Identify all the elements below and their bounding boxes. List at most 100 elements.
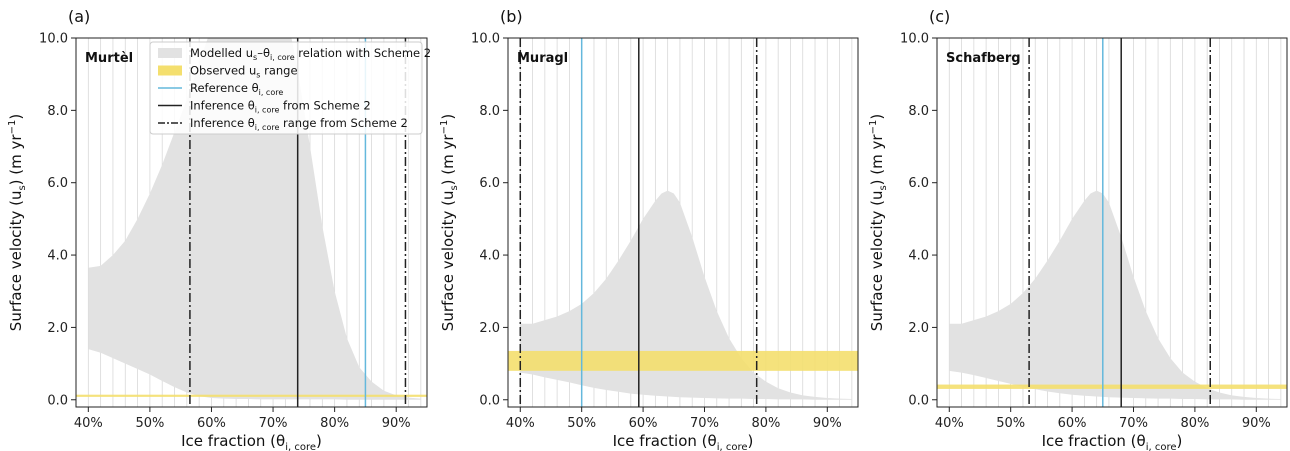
x-axis-label: Ice fraction (θi, core) [613,432,754,451]
x-tick-label: 60% [629,416,658,431]
y-tick-label: 4.0 [47,249,68,264]
text-part: Surface velocity (u [439,191,457,332]
y-tick-label: 2.0 [908,321,929,336]
x-tick-label: 60% [1058,416,1087,431]
panel-label: (c) [929,7,950,26]
y-tick-label: 8.0 [908,104,929,119]
text-part: i, core [285,442,316,451]
text-part: Ice fraction (θ [181,432,285,450]
text-part: s [253,53,257,62]
legend-label: Observed us range [190,64,298,80]
text-part: ) [439,114,457,120]
plot-area [508,38,858,407]
x-tick-label: 40% [506,416,535,431]
text-part: −1 [439,120,450,135]
y-tick-label: 8.0 [47,104,68,119]
observed-range [76,394,427,397]
text-part: i, core [255,106,280,115]
y-tick-label: 10.0 [39,32,68,47]
plot-area [937,38,1287,407]
x-axis-label: Ice fraction (θi, core) [181,432,322,451]
observed-range [508,350,858,371]
y-axis-label: Surface velocity (us) (m yr−1) [7,114,28,331]
y-tick-label: 2.0 [47,321,68,336]
legend: Modelled us–θi, core relation with Schem… [149,41,431,135]
text-part: ) (m yr [868,134,886,186]
text-part: ) [868,114,886,120]
modelled-band [88,38,421,400]
text-part: range [260,64,297,78]
text-part: Inference θ [190,99,255,113]
y-tick-label: 0.0 [479,393,500,408]
legend-label: Reference θi, core [190,81,283,97]
text-part: range from Scheme 2 [279,116,407,130]
y-tick-label: 4.0 [479,249,500,264]
text-part: Ice fraction (θ [613,432,717,450]
text-part: Surface velocity (u [7,191,25,332]
text-part: ) [7,114,25,120]
panel-c: 40% 50% 60% 70% 80% 90% 0.0 2.0 4.0 6.0 8.0 10.0(c)… [868,7,1288,451]
text-part: from Scheme 2 [279,99,370,113]
legend-key-observed [158,65,182,76]
text-part: Inference θ [190,116,255,130]
y-tick-label: 0.0 [47,393,68,408]
x-tick-label: 70% [259,416,288,431]
x-tick-label: 40% [74,416,103,431]
panel-label: (b) [500,7,523,26]
panel-b: 40% 50% 60% 70% 80% 90% 0.0 2.0 4.0 6.0 8.0 10.0(b)… [439,7,859,451]
text-part: i, core [1146,442,1177,451]
x-tick-label: 50% [567,416,596,431]
text-part: s [449,185,460,190]
axes-frame [507,37,859,408]
modelled-band [520,190,852,400]
text-part: Modelled u [190,46,253,60]
text-part: Ice fraction (θ [1042,432,1146,450]
y-tick-label: 0.0 [908,393,929,408]
text-part: i, core [259,88,284,97]
x-tick-label: 60% [197,416,226,431]
y-axis-label: Surface velocity (us) (m yr−1) [868,114,889,331]
panel-label: (a) [68,7,90,26]
site-name: Schafberg [946,51,1021,66]
legend-label: Modelled us–θi, core relation with Schem… [190,46,431,62]
text-part: ) (m yr [7,134,25,186]
y-tick-label: 8.0 [479,104,500,119]
site-name: Muragl [517,51,568,66]
text-part: Observed u [190,64,256,78]
legend-box [149,41,423,135]
y-tick-label: 6.0 [479,176,500,191]
text-part: s [878,185,889,190]
text-part: s [17,185,28,190]
text-part: s [256,71,260,80]
x-tick-label: 50% [996,416,1025,431]
text-part: i, core [717,442,748,451]
x-tick-label: 80% [1180,416,1209,431]
legend-label: Inference θi, core from Scheme 2 [190,99,371,115]
x-tick-label: 70% [690,416,719,431]
legend-label: Inference θi, core range from Scheme 2 [190,116,408,132]
y-tick-label: 6.0 [908,176,929,191]
text-part: Reference θ [190,81,259,95]
x-tick-label: 90% [1242,416,1271,431]
text-part: ) (m yr [439,134,457,186]
text-part: relation with Scheme 2 [295,46,431,60]
text-part: i, core [270,53,295,62]
x-tick-label: 90% [382,416,411,431]
modelled-band [949,190,1281,400]
text-part: ) [1177,432,1183,450]
x-tick-label: 40% [935,416,964,431]
y-tick-label: 6.0 [47,176,68,191]
x-tick-label: 90% [813,416,842,431]
text-part: Surface velocity (u [868,191,886,332]
text-part: −1 [868,120,879,135]
x-tick-label: 50% [135,416,164,431]
x-tick-label: 70% [1119,416,1148,431]
x-tick-label: 80% [320,416,349,431]
text-part: ) [316,432,322,450]
y-axis-label: Surface velocity (us) (m yr−1) [439,114,460,331]
legend-key-band [158,48,182,58]
site-name: Murtèl [85,51,133,66]
y-tick-label: 4.0 [908,249,929,264]
text-part: ) [748,432,754,450]
